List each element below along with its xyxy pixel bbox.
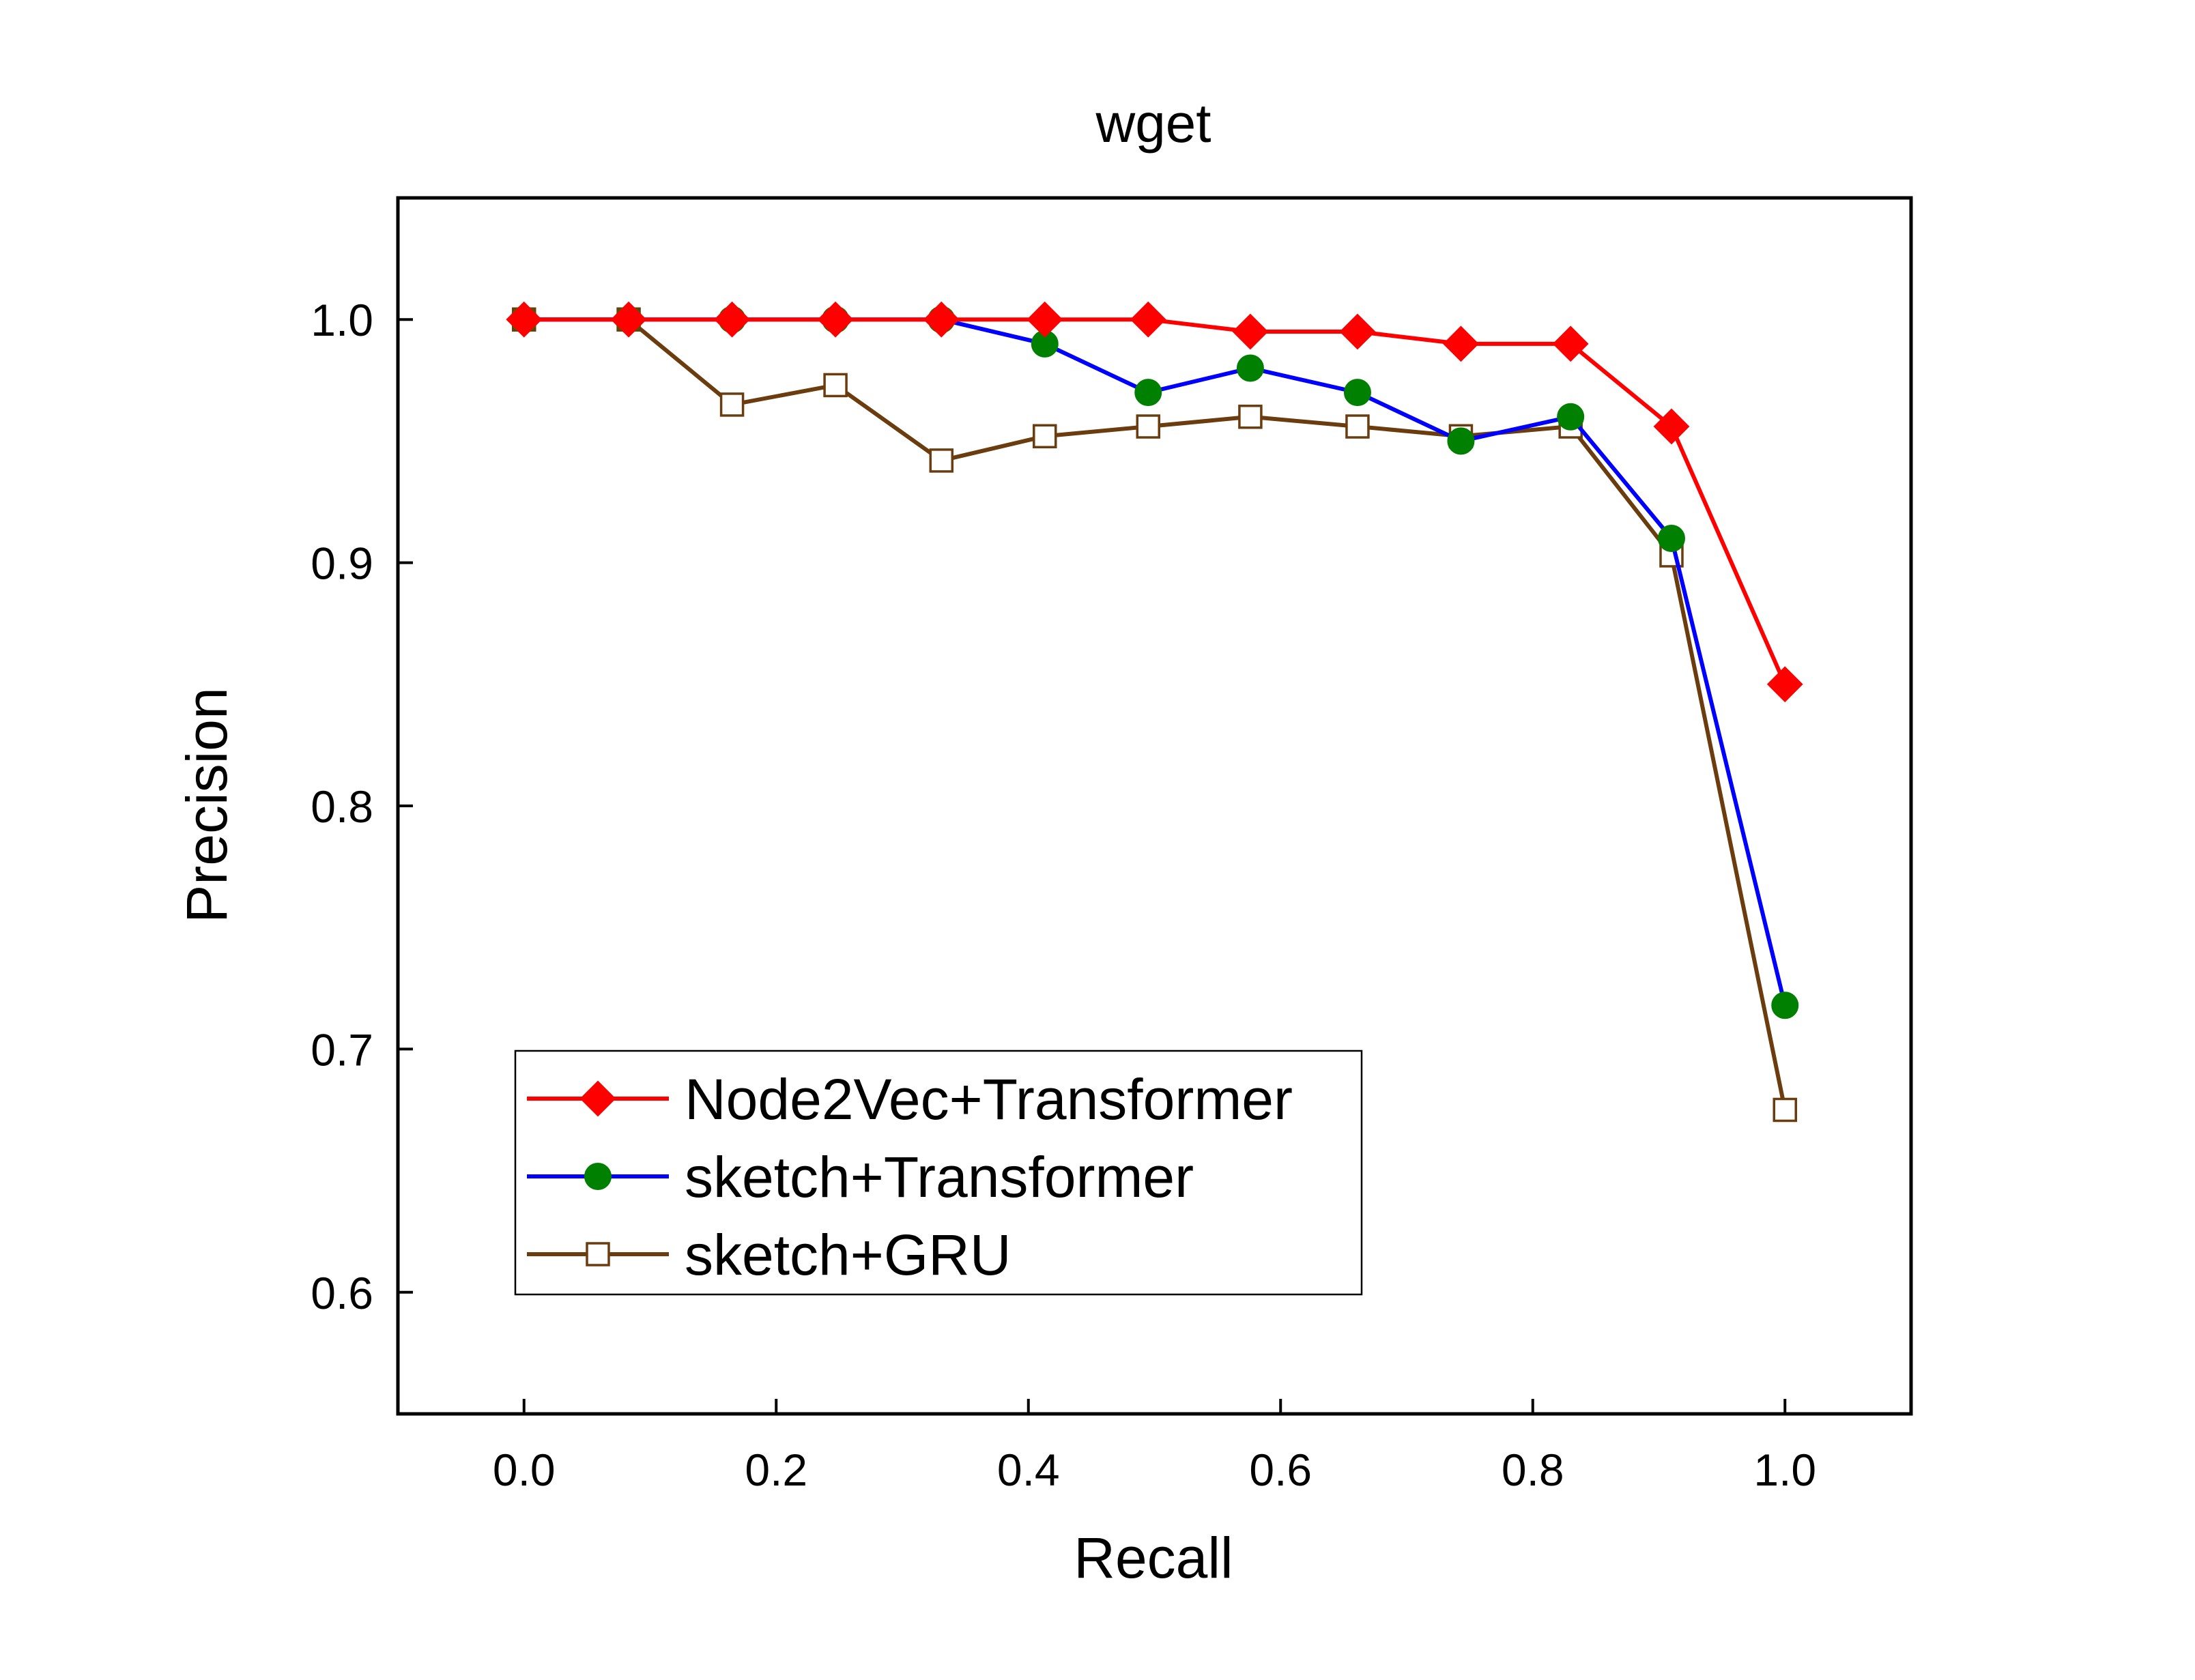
data-point <box>1130 301 1166 338</box>
legend-marker <box>584 1163 612 1190</box>
y-axis-label: Precision <box>175 687 239 923</box>
legend-label: sketch+Transformer <box>685 1145 1194 1209</box>
legend-entry: sketch+GRU <box>527 1223 1012 1287</box>
data-point <box>1238 405 1263 429</box>
data-point <box>817 301 854 338</box>
data-point <box>714 301 751 338</box>
data-point <box>1339 313 1376 350</box>
series-line <box>523 317 1787 686</box>
y-tick-label: 1.0 <box>311 295 373 345</box>
data-point <box>1136 414 1161 439</box>
data-point <box>1443 325 1479 362</box>
plot-area <box>506 301 1803 1123</box>
x-axis-label: Recall <box>1074 1526 1233 1590</box>
data-point <box>923 301 960 338</box>
x-tick-label: 0.6 <box>1249 1445 1312 1495</box>
data-point <box>1343 379 1371 407</box>
chart-title: wget <box>1095 93 1211 154</box>
data-point <box>1552 325 1589 362</box>
legend-label: sketch+GRU <box>685 1223 1012 1287</box>
series-2 <box>512 307 1797 1123</box>
y-tick-label: 0.7 <box>311 1024 373 1075</box>
axis-ticks: 0.0 0.2 0.4 0.6 0.8 1.0 0.6 0.7 0.8 0.9 1.0 <box>311 295 1816 1495</box>
data-point <box>1134 379 1162 407</box>
data-point <box>506 301 543 338</box>
data-point <box>610 301 647 338</box>
y-tick-label: 0.6 <box>311 1268 373 1318</box>
series-1 <box>510 306 1799 1019</box>
x-tick-label: 0.4 <box>997 1445 1060 1495</box>
legend: Node2Vec+Transformer sketch+Transformer sk… <box>514 1049 1363 1296</box>
x-tick-label: 0.0 <box>493 1445 556 1495</box>
data-point <box>1773 1097 1797 1123</box>
x-tick-label: 1.0 <box>1753 1445 1816 1495</box>
y-tick-label: 0.9 <box>311 538 373 589</box>
x-tick-label: 0.2 <box>745 1445 807 1495</box>
data-point <box>1766 666 1803 703</box>
data-point <box>719 392 745 417</box>
legend-marker <box>579 1080 616 1117</box>
legend-entry: Node2Vec+Transformer <box>527 1067 1293 1131</box>
data-point <box>1557 403 1585 431</box>
data-point <box>1033 424 1057 449</box>
series-0 <box>506 301 1803 703</box>
data-point <box>1657 524 1685 552</box>
data-point <box>823 373 848 398</box>
legend-marker <box>586 1242 610 1266</box>
data-point <box>929 448 954 473</box>
legend-entry: sketch+Transformer <box>527 1145 1194 1209</box>
legend-label: Node2Vec+Transformer <box>685 1067 1293 1131</box>
y-tick-label: 0.8 <box>311 781 373 832</box>
data-point <box>1771 991 1799 1019</box>
data-point <box>1447 427 1475 455</box>
data-point <box>1345 414 1370 439</box>
data-point <box>1236 354 1264 382</box>
data-point <box>1232 313 1269 350</box>
x-tick-label: 0.8 <box>1502 1445 1564 1495</box>
data-point <box>1653 408 1690 445</box>
data-point <box>1027 301 1063 338</box>
